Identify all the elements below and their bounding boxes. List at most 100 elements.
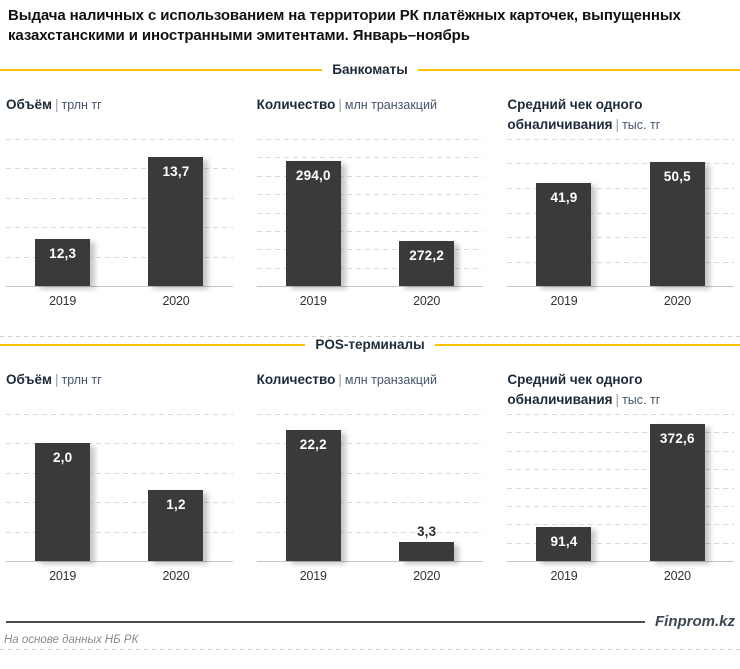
gridline	[6, 532, 233, 534]
bar-2020: 3,3	[399, 524, 455, 562]
page-title-line2: казахстанскими и иностранными эмитентами…	[8, 27, 470, 45]
section-header-pos: POS-терминалы	[0, 337, 740, 352]
x-label-2019: 2019	[299, 294, 327, 309]
bar-value-label: 372,6	[659, 431, 695, 447]
section-rule-left	[0, 68, 323, 71]
gridline	[256, 157, 484, 159]
x-label-2020: 2020	[162, 569, 190, 584]
bar-value-label: 13,7	[162, 164, 190, 180]
plot-area: 12,3 13,7	[6, 139, 233, 288]
row-separator	[0, 336, 740, 338]
gridline	[507, 139, 734, 141]
bar-value-label: 22,2	[299, 437, 327, 453]
bar-value-label: 41,9	[550, 190, 578, 206]
chart-atm-count: Количество | млн транзакций 294,0 272,2 201…	[256, 91, 484, 314]
bar-2019: 41,9	[536, 183, 592, 287]
gridline	[6, 227, 233, 229]
chart-title-name: Объём	[6, 372, 52, 388]
section-rule-right	[417, 68, 740, 71]
chart-title-unit: млн транзакций	[344, 98, 437, 113]
plot-area: 41,9 50,5	[507, 139, 734, 288]
title-separator: |	[615, 117, 620, 133]
gridline	[6, 198, 233, 200]
bar-2019: 91,4	[536, 527, 592, 562]
chart-pos-count: Количество | млн транзакций 22,2 3,3 2019 2…	[256, 366, 484, 589]
gridline	[6, 473, 233, 475]
x-label-2019: 2019	[299, 569, 327, 584]
gridline	[256, 414, 484, 416]
chart-row-pos: Объём | трлн тг 2,0 1,2 2019 2020 Количеств…	[0, 366, 740, 589]
gridline	[507, 213, 734, 215]
gridline	[256, 473, 484, 475]
chart-pos-avg-check: Средний чек одного обналичивания | тыс. тг…	[507, 366, 734, 589]
bottom-separator	[0, 649, 740, 651]
gridline	[256, 213, 484, 215]
gridline	[507, 432, 734, 434]
plot-area: 294,0 272,2	[256, 139, 484, 288]
x-label-2020: 2020	[162, 294, 190, 309]
gridline	[256, 443, 484, 445]
section-label-atm: Банкоматы	[332, 62, 408, 78]
x-axis-labels: 2019 2020	[6, 294, 233, 314]
chart-title-name: Средний чек одного обналичивания	[507, 97, 643, 133]
gridline	[507, 524, 734, 526]
gridline	[507, 163, 734, 165]
title-separator: |	[338, 372, 342, 388]
bar-value-label: 294,0	[295, 168, 331, 184]
gridline	[507, 488, 734, 490]
bar-2020: 13,7	[148, 157, 204, 287]
gridline	[507, 543, 734, 545]
chart-title-name: Количество	[256, 372, 336, 388]
gridline	[507, 469, 734, 471]
gridline	[6, 139, 233, 141]
gridline	[507, 414, 734, 416]
bar-value-label: 50,5	[663, 169, 691, 185]
gridline	[507, 237, 734, 239]
source-note: На основе данных НБ РК	[4, 634, 139, 647]
gridline	[256, 176, 484, 178]
gridline	[6, 414, 233, 416]
section-rule-left	[0, 343, 306, 346]
bar-2019: 2,0	[35, 443, 91, 562]
chart-title-unit: трлн тг	[61, 98, 102, 113]
title-separator: |	[55, 372, 59, 388]
bar-value-label: 1,2	[166, 497, 186, 513]
chart-row-atm: Объём | трлн тг 12,3 13,7 2019 2020 Количес…	[0, 91, 740, 314]
plot-area: 2,0 1,2	[6, 414, 233, 563]
gridline	[256, 532, 484, 534]
x-axis-labels: 2019 2020	[507, 569, 734, 589]
bar-2019: 22,2	[285, 430, 341, 562]
x-label-2019: 2019	[550, 294, 578, 309]
gridline	[6, 257, 233, 259]
x-axis-labels: 2019 2020	[6, 569, 233, 589]
chart-title-name: Средний чек одного обналичивания	[507, 372, 643, 408]
chart-title: Средний чек одного обналичивания | тыс. тг	[507, 366, 734, 414]
gridline	[507, 506, 734, 508]
chart-atm-volume: Объём | трлн тг 12,3 13,7 2019 2020	[6, 91, 233, 314]
bar-2019: 12,3	[35, 239, 91, 287]
gridline	[507, 188, 734, 190]
chart-title: Средний чек одного обналичивания | тыс. тг	[507, 91, 734, 139]
bar-value-label: 91,4	[550, 534, 578, 550]
x-label-2019: 2019	[49, 569, 77, 584]
section-header-atm: Банкоматы	[0, 62, 740, 77]
gridline	[256, 502, 484, 504]
page-title: Выдача наличных с использованием на терр…	[0, 0, 740, 46]
chart-title-unit: трлн тг	[61, 373, 102, 388]
x-label-2020: 2020	[663, 294, 691, 309]
title-separator: |	[338, 97, 342, 113]
gridline	[256, 268, 484, 270]
x-label-2020: 2020	[663, 569, 691, 584]
chart-title-unit: тыс. тг	[622, 393, 661, 408]
gridline	[507, 451, 734, 453]
bar-2020: 50,5	[649, 162, 705, 287]
title-separator: |	[55, 97, 59, 113]
x-label-2019: 2019	[550, 569, 578, 584]
chart-title: Объём | трлн тг	[6, 366, 233, 414]
bar-value-label: 12,3	[49, 246, 77, 262]
x-axis-labels: 2019 2020	[507, 294, 734, 314]
bar-value-label: 272,2	[409, 248, 445, 264]
chart-title-unit: млн транзакций	[344, 373, 437, 388]
chart-title-unit: тыс. тг	[622, 118, 661, 133]
bar-2020: 272,2	[399, 241, 455, 287]
